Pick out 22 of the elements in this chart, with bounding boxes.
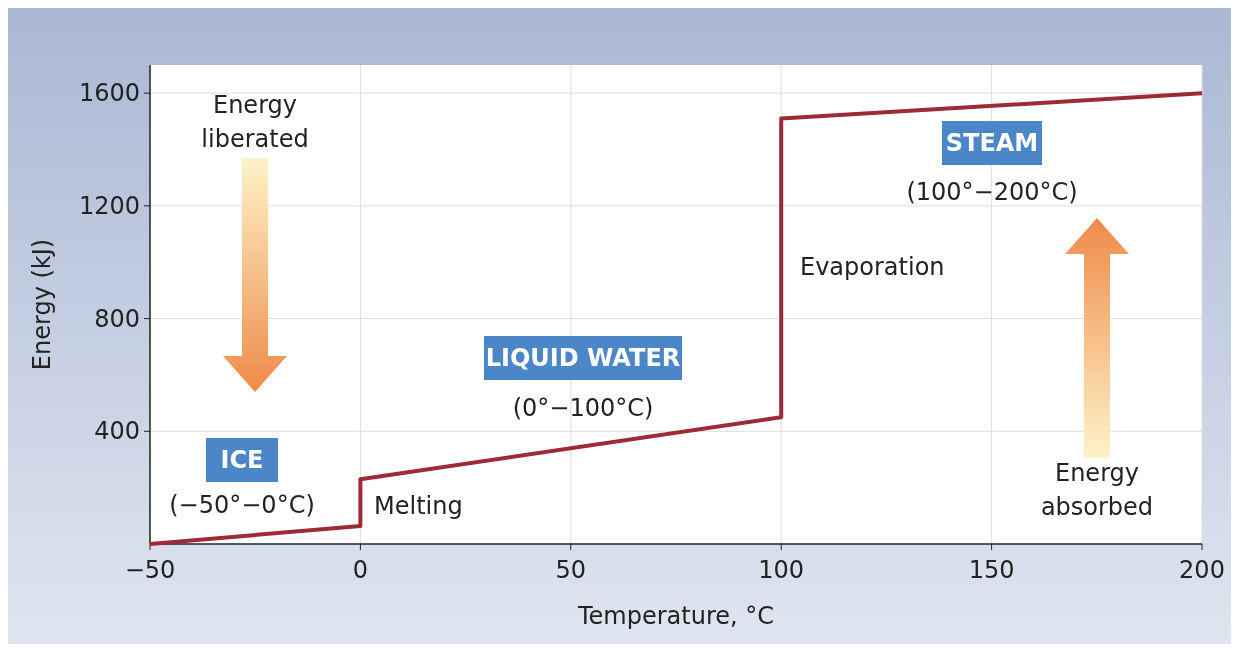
x-tick-label: 200	[1179, 556, 1225, 584]
annotation: (−50°−0°C)	[169, 491, 315, 519]
annotation: Melting	[374, 492, 463, 520]
y-axis-title: Energy (kJ)	[28, 238, 56, 371]
x-axis-title: Temperature, °C	[576, 602, 775, 630]
annotation: Energy liberated	[201, 91, 309, 153]
x-tick-label: 0	[352, 556, 369, 584]
annotation: LIQUID WATER	[485, 344, 681, 372]
annotation: (100°−200°C)	[906, 178, 1078, 206]
annotation: Energy absorbed	[1040, 459, 1154, 521]
x-tick-label: 150	[968, 556, 1015, 584]
annotation: STEAM	[945, 129, 1039, 157]
x-tick-label: 100	[758, 556, 805, 584]
annotation: (0°−100°C)	[512, 394, 654, 422]
y-tick-label: 800	[94, 304, 140, 333]
x-tick-label: −50	[124, 556, 176, 584]
x-tick-label: 50	[555, 556, 587, 584]
annotation: Evaporation	[800, 253, 945, 281]
y-tick-label: 400	[94, 417, 140, 446]
annotation: ICE	[220, 446, 264, 474]
y-tick-label: 1600	[78, 79, 140, 108]
y-tick-label: 1200	[78, 191, 140, 220]
